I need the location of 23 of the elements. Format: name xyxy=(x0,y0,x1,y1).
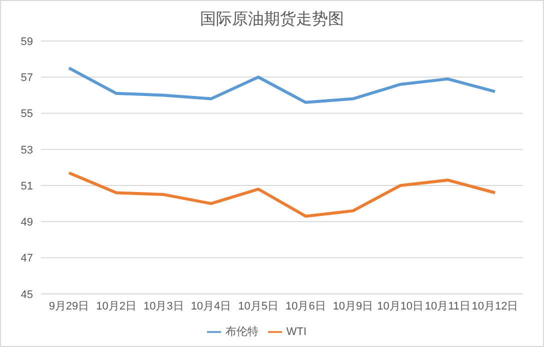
x-tick-label: 10月3日 xyxy=(143,300,184,313)
y-tick-label: 57 xyxy=(20,72,33,84)
legend-label: WTI xyxy=(286,326,307,338)
line-series xyxy=(68,171,496,218)
x-tick-label: 10月12日 xyxy=(472,300,518,313)
x-tick-label: 10月9日 xyxy=(332,300,374,313)
x-tick-label: 10月6日 xyxy=(285,300,326,313)
chart-title: 国际原油期货走势图 xyxy=(199,9,345,30)
x-tick-label: 10月10日 xyxy=(377,300,424,313)
y-tick-label: 49 xyxy=(20,216,33,229)
x-tick-label: 9月29日 xyxy=(48,300,90,313)
y-tick-label: 45 xyxy=(20,288,33,301)
line-series xyxy=(68,66,496,104)
legend-label: 布伦特 xyxy=(225,326,258,338)
y-tick-label: 51 xyxy=(20,180,33,192)
y-tick-label: 47 xyxy=(20,252,33,265)
y-tick-label: 55 xyxy=(20,108,33,120)
y-tick-label: 53 xyxy=(20,144,33,156)
x-tick-label: 10月4日 xyxy=(190,300,232,313)
x-tick-label: 10月11日 xyxy=(424,300,470,313)
x-tick-label: 10月5日 xyxy=(238,300,279,313)
y-tick-label: 59 xyxy=(20,36,33,48)
x-tick-label: 10月2日 xyxy=(96,300,137,313)
